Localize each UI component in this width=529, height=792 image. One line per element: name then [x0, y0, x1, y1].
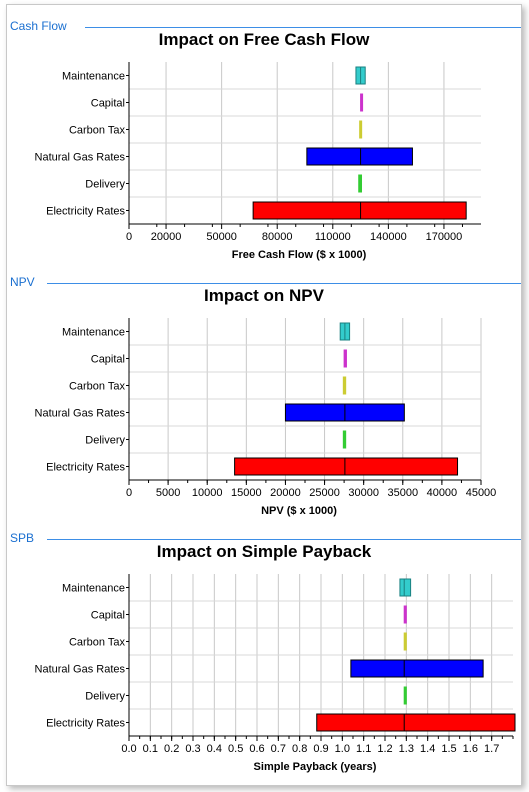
chart-title: Impact on Free Cash Flow	[158, 30, 370, 49]
category-label: Delivery	[85, 179, 125, 191]
x-tick-label: 15000	[231, 487, 262, 499]
category-label: Natural Gas Rates	[35, 408, 126, 420]
tornado-chart-npv: Maintenance Capital Carbon Tax Natural Gas …	[35, 318, 497, 517]
x-tick-label: 0.5	[228, 743, 243, 755]
section-title[interactable]: Cash Flow	[10, 19, 70, 33]
section-header: NPV	[7, 273, 521, 293]
bar-capital[interactable]	[403, 605, 407, 624]
x-tick-label: 20000	[270, 487, 301, 499]
x-tick-label: 170000	[426, 231, 463, 243]
section-divider	[47, 283, 521, 284]
section-cash-flow: Cash Flow Impact on Free Cash Flow Maint…	[7, 17, 521, 267]
category-label: Maintenance	[62, 583, 125, 595]
x-axis-label: Free Cash Flow ($ x 1000)	[232, 249, 367, 261]
x-tick-label: 0	[126, 487, 132, 499]
bar-carbon-tax[interactable]	[359, 120, 363, 139]
bar-natural-gas-rates[interactable]	[306, 147, 413, 166]
chart-title: Impact on Simple Payback	[156, 542, 372, 561]
x-tick-label: 1.6	[463, 743, 478, 755]
section-header: SPB	[7, 529, 521, 549]
section-npv: NPV Impact on NPV Maintenance Capital Carb…	[7, 273, 521, 523]
chart-title: Impact on NPV	[204, 286, 324, 305]
bar-capital[interactable]	[360, 93, 364, 112]
bar-electricity-rates[interactable]	[234, 457, 459, 476]
x-tick-label: 1.3	[399, 743, 414, 755]
x-tick-label: 0.2	[164, 743, 179, 755]
bar-maintenance[interactable]	[399, 578, 412, 597]
category-label: Capital	[91, 98, 125, 110]
x-tick-label: 0.1	[143, 743, 158, 755]
bar-electricity-rates[interactable]	[316, 713, 516, 732]
category-label: Electricity Rates	[46, 462, 125, 474]
bar-carbon-tax[interactable]	[403, 632, 407, 651]
x-tick-label: 140000	[370, 231, 407, 243]
category-label: Carbon Tax	[69, 637, 126, 649]
category-label: Electricity Rates	[46, 718, 125, 730]
bar-electricity-rates[interactable]	[252, 201, 467, 220]
category-label: Natural Gas Rates	[35, 664, 126, 676]
x-tick-label: 0.4	[207, 743, 222, 755]
x-tick-label: 0.9	[313, 743, 328, 755]
report-frame: Cash Flow Impact on Free Cash Flow Maint…	[6, 4, 522, 786]
category-label: Carbon Tax	[69, 125, 126, 137]
section-title[interactable]: NPV	[10, 275, 38, 289]
x-tick-label: 30000	[348, 487, 379, 499]
section-divider	[85, 27, 521, 28]
category-label: Natural Gas Rates	[35, 152, 126, 164]
x-tick-label: 0	[126, 231, 132, 243]
x-tick-label: 40000	[427, 487, 458, 499]
x-axis-label: NPV ($ x 1000)	[261, 505, 337, 517]
category-label: Carbon Tax	[69, 381, 126, 393]
section-spb: SPB Impact on Simple Payback Maintenance…	[7, 529, 521, 785]
x-tick-label: 1.2	[377, 743, 392, 755]
x-tick-label: 10000	[192, 487, 223, 499]
category-label: Maintenance	[62, 71, 125, 83]
x-tick-label: 1.4	[420, 743, 435, 755]
x-tick-label: 1.5	[441, 743, 456, 755]
x-tick-label: 0.7	[271, 743, 286, 755]
x-tick-label: 1.7	[484, 743, 499, 755]
tornado-chart-simple-payback: Maintenance Capital Carbon Tax Natural Gas …	[35, 574, 516, 773]
section-divider	[47, 539, 521, 540]
x-tick-label: 0.0	[121, 743, 136, 755]
x-tick-label: 0.3	[185, 743, 200, 755]
bar-delivery[interactable]	[342, 430, 347, 449]
bar-natural-gas-rates[interactable]	[350, 659, 484, 678]
x-tick-label: 1.1	[356, 743, 371, 755]
x-tick-label: 0.8	[292, 743, 307, 755]
tornado-chart-free-cash-flow: Maintenance Capital Carbon Tax Natural Gas …	[35, 62, 481, 261]
bar-delivery[interactable]	[358, 174, 363, 193]
x-tick-label: 25000	[309, 487, 340, 499]
x-tick-label: 5000	[156, 487, 180, 499]
x-tick-label: 20000	[151, 231, 182, 243]
x-tick-label: 50000	[206, 231, 237, 243]
category-label: Maintenance	[62, 327, 125, 339]
x-axis-label: Simple Payback (years)	[254, 761, 377, 773]
x-tick-label: 45000	[466, 487, 497, 499]
bar-carbon-tax[interactable]	[342, 376, 347, 395]
category-label: Capital	[91, 610, 125, 622]
x-tick-label: 0.6	[249, 743, 264, 755]
section-title[interactable]: SPB	[10, 531, 38, 545]
bar-capital[interactable]	[343, 349, 347, 368]
x-tick-label: 80000	[262, 231, 293, 243]
x-tick-label: 110000	[315, 231, 351, 243]
category-label: Delivery	[85, 691, 125, 703]
category-label: Delivery	[85, 435, 125, 447]
section-header: Cash Flow	[7, 17, 521, 37]
x-tick-label: 35000	[387, 487, 418, 499]
bar-delivery[interactable]	[403, 686, 407, 705]
category-label: Electricity Rates	[46, 206, 125, 218]
category-label: Capital	[91, 354, 125, 366]
x-tick-label: 1.0	[335, 743, 350, 755]
